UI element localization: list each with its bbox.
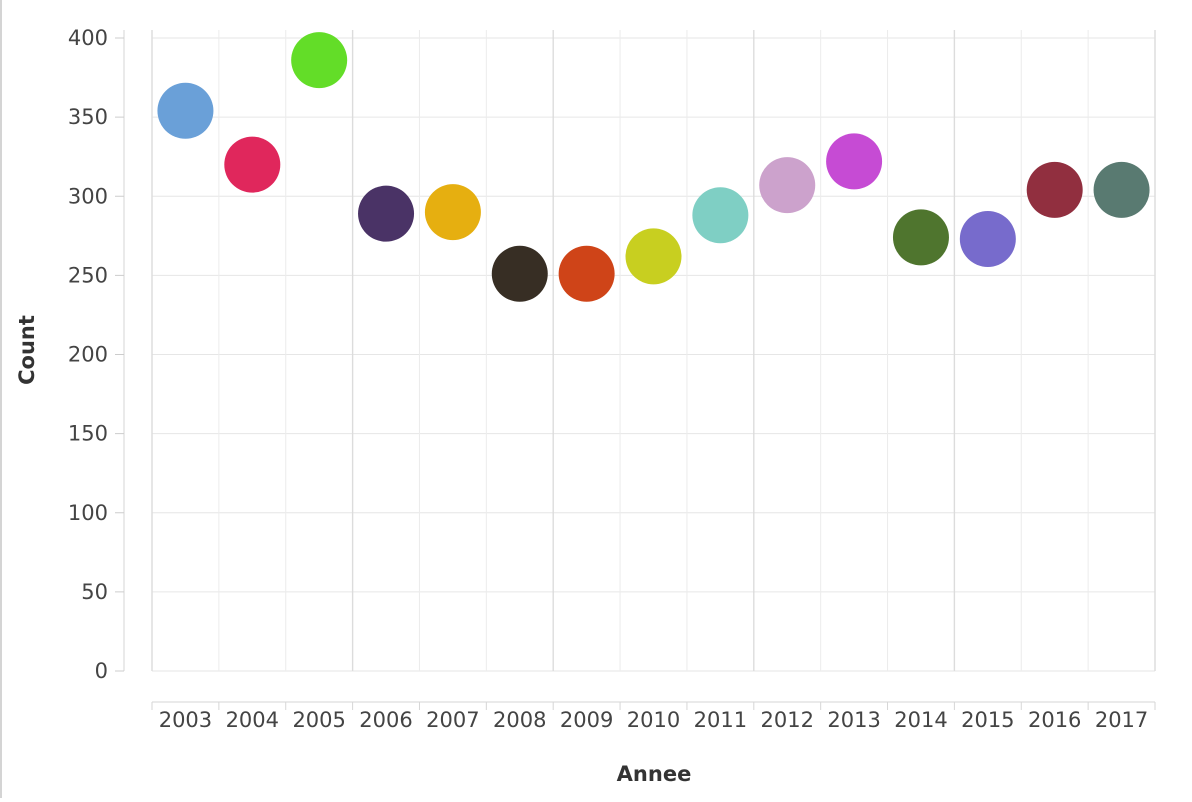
y-tick-label: 400 bbox=[68, 26, 108, 50]
y-axis-title: Count bbox=[15, 315, 39, 385]
x-axis-ticks: 2003 2004 2005 2006 2007 2008 2009 2010 2011 2012… bbox=[152, 702, 1155, 732]
x-tick-label-2008: 2008 bbox=[493, 708, 546, 732]
x-tick-label-2013: 2013 bbox=[827, 708, 880, 732]
x-tick-label-2010: 2010 bbox=[627, 708, 680, 732]
data-point-2003[interactable] bbox=[157, 83, 213, 139]
x-tick-label-2004: 2004 bbox=[226, 708, 279, 732]
x-tick-label-2017: 2017 bbox=[1095, 708, 1148, 732]
data-point-2017[interactable] bbox=[1094, 162, 1150, 218]
data-point-2016[interactable] bbox=[1027, 162, 1083, 218]
y-tick-label: 150 bbox=[68, 422, 108, 446]
x-tick-label-2006: 2006 bbox=[359, 708, 412, 732]
y-tick-label: 200 bbox=[68, 343, 108, 367]
grid-lines bbox=[152, 30, 1155, 671]
x-tick-label-2005: 2005 bbox=[292, 708, 345, 732]
y-tick-label: 50 bbox=[81, 580, 108, 604]
data-point-2015[interactable] bbox=[960, 211, 1016, 267]
data-point-2013[interactable] bbox=[826, 133, 882, 189]
data-point-2007[interactable] bbox=[425, 184, 481, 240]
y-axis-ticks: 0 50 100 150 200 250 300 350 400 bbox=[68, 26, 124, 683]
x-tick-label-2014: 2014 bbox=[894, 708, 947, 732]
x-tick-label-2003: 2003 bbox=[159, 708, 212, 732]
y-tick-label: 0 bbox=[95, 659, 108, 683]
x-tick-label-2016: 2016 bbox=[1028, 708, 1081, 732]
x-tick-label-2009: 2009 bbox=[560, 708, 613, 732]
x-tick-label-2007: 2007 bbox=[426, 708, 479, 732]
y-tick-label: 250 bbox=[68, 263, 108, 287]
data-point-2009[interactable] bbox=[559, 246, 615, 302]
data-point-2008[interactable] bbox=[492, 246, 548, 302]
x-axis-title: Annee bbox=[617, 762, 692, 786]
axes bbox=[124, 30, 1155, 702]
y-tick-label: 300 bbox=[68, 184, 108, 208]
y-tick-label: 350 bbox=[68, 105, 108, 129]
x-tick-label-2011: 2011 bbox=[694, 708, 747, 732]
data-point-2011[interactable] bbox=[692, 187, 748, 243]
data-point-2012[interactable] bbox=[759, 157, 815, 213]
y-tick-label: 100 bbox=[68, 501, 108, 525]
x-tick-label-2012: 2012 bbox=[761, 708, 814, 732]
data-point-2006[interactable] bbox=[358, 186, 414, 242]
data-points bbox=[157, 32, 1149, 302]
data-point-2014[interactable] bbox=[893, 209, 949, 265]
data-point-2010[interactable] bbox=[626, 228, 682, 284]
data-point-2004[interactable] bbox=[224, 137, 280, 193]
data-point-2005[interactable] bbox=[291, 32, 347, 88]
x-tick-label-2015: 2015 bbox=[961, 708, 1014, 732]
